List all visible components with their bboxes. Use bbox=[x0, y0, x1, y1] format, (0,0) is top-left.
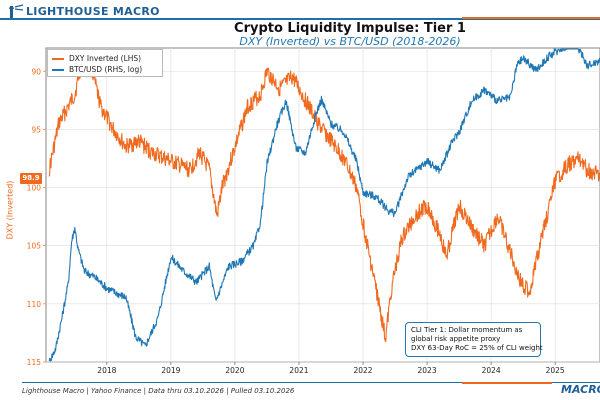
lighthouse-logo-icon bbox=[9, 4, 24, 20]
legend-item-dxy: DXY Inverted (LHS) bbox=[52, 53, 141, 64]
footer-brand: MACRO bbox=[561, 383, 600, 396]
legend-label-dxy: DXY Inverted (LHS) bbox=[69, 54, 142, 63]
x-tick-label-2018: 2018 bbox=[97, 366, 116, 375]
chart-legend: DXY Inverted (LHS) BTC/USD (RHS, log) bbox=[47, 49, 163, 77]
grid-lines bbox=[46, 48, 600, 363]
plot-frame bbox=[45, 47, 600, 363]
x-tick-label-2022: 2022 bbox=[353, 366, 372, 375]
series-lines bbox=[48, 48, 600, 362]
chart-subtitle: DXY (Inverted) vs BTC/USD (2018-2026) bbox=[239, 35, 461, 48]
footer-source: Lighthouse Macro | Yahoo Finance | Data … bbox=[22, 387, 295, 395]
series-line-btc bbox=[48, 48, 600, 362]
brand-header: LIGHTHOUSE MACRO bbox=[0, 0, 600, 22]
current-value-badge: 98.9 bbox=[20, 173, 42, 184]
chart-title: Crypto Liquidity Impulse: Tier 1 bbox=[234, 21, 466, 36]
legend-swatch-dxy bbox=[52, 57, 64, 60]
legend-swatch-btc bbox=[52, 68, 64, 71]
x-tick-label-2021: 2021 bbox=[289, 366, 308, 375]
x-tick-label-2024: 2024 bbox=[482, 366, 501, 375]
header-accent bbox=[462, 17, 600, 19]
y-tick-label-100: 100 bbox=[27, 184, 42, 193]
y-axis-label: DXY (Inverted) bbox=[5, 180, 15, 240]
x-tick-label-2019: 2019 bbox=[161, 366, 180, 375]
x-tick-label-2025: 2025 bbox=[546, 366, 565, 375]
annotation-line-3: DXY 63-Day RoC = 25% of CLI weight bbox=[411, 344, 543, 352]
annotation-box: CLI Tier 1: Dollar momentum as global ri… bbox=[405, 322, 543, 357]
legend-label-btc: BTC/USD (RHS, log) bbox=[69, 65, 143, 74]
x-tick-label-2023: 2023 bbox=[418, 366, 437, 375]
y-tick-label-90: 90 bbox=[31, 67, 41, 76]
footer-rule bbox=[22, 382, 600, 383]
annotation-line-1: CLI Tier 1: Dollar momentum as bbox=[411, 326, 523, 334]
y-tick-label-110: 110 bbox=[27, 300, 42, 309]
footer-accent bbox=[462, 382, 552, 384]
x-axis-ticks: 2018 2019 2020 2021 2022 2023 2024 2025 bbox=[97, 362, 565, 375]
y-tick-label-115: 115 bbox=[27, 358, 42, 367]
brand-name: LIGHTHOUSE MACRO bbox=[26, 5, 160, 18]
annotation-line-2: global risk appetite proxy bbox=[411, 335, 501, 343]
header-rule bbox=[0, 18, 600, 20]
x-tick-label-2020: 2020 bbox=[225, 366, 244, 375]
y-axis-ticks: 90 95 100 105 110 115 bbox=[27, 67, 46, 367]
legend-item-btc: BTC/USD (RHS, log) bbox=[52, 64, 142, 75]
series-line-dxy bbox=[48, 59, 600, 343]
y-tick-label-105: 105 bbox=[27, 242, 42, 251]
y-tick-label-95: 95 bbox=[31, 125, 41, 134]
